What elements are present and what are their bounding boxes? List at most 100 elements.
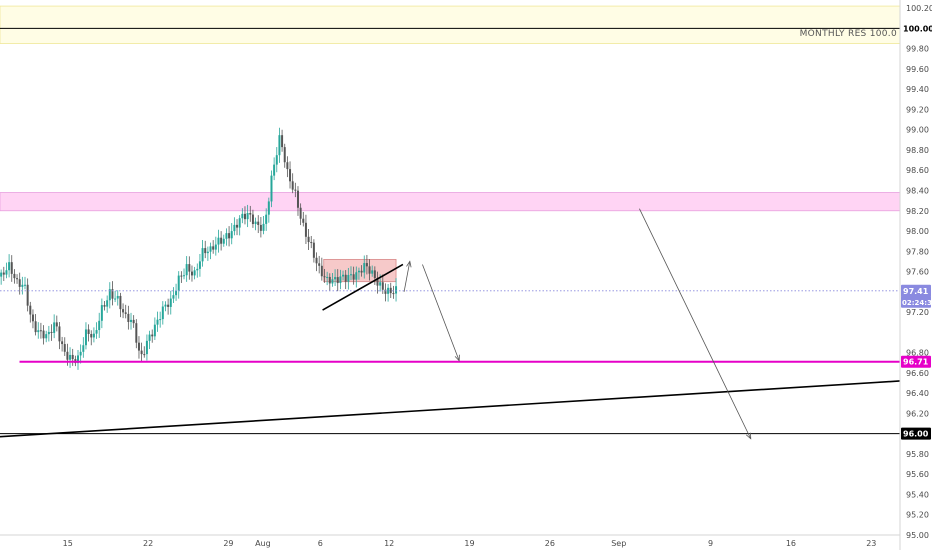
candle-down xyxy=(365,263,368,267)
candle-down xyxy=(352,274,355,280)
candle-down xyxy=(180,275,183,277)
price-tick-label: 98.00 xyxy=(906,227,929,236)
candle-up xyxy=(130,319,133,322)
price-axis[interactable]: 100.20 99.80 99.60 99.40 99.20 99.00 98.80 98.6… xyxy=(906,4,932,540)
candle-down xyxy=(143,354,146,356)
candle-up xyxy=(183,275,186,277)
time-tick-label: 23 xyxy=(866,539,876,548)
candle-down xyxy=(302,218,305,223)
candle-down xyxy=(294,189,297,191)
price-tick-label: 98.80 xyxy=(906,146,929,155)
candle-down xyxy=(220,237,223,244)
candle-up xyxy=(355,272,358,280)
candle-down xyxy=(376,278,379,286)
candle-down xyxy=(151,334,154,337)
price-tick-label: 99.80 xyxy=(906,45,929,54)
candle-down xyxy=(119,295,122,310)
arrow-down-mid xyxy=(422,264,460,361)
candle-up xyxy=(164,304,167,307)
candle-up xyxy=(69,354,72,360)
tag-100: 100.00 xyxy=(903,24,932,33)
monthly-res-annotation: MONTHLY RES 100.0 xyxy=(800,29,897,39)
candle-down xyxy=(58,326,61,342)
candle-down xyxy=(188,264,191,272)
candle-down xyxy=(42,330,45,339)
candle-down xyxy=(111,289,114,299)
candle-up xyxy=(363,263,366,273)
candle-up xyxy=(196,268,199,271)
time-axis[interactable]: 15 22 29 Aug 6 12 19 26 Sep 9 16 23 xyxy=(63,539,877,548)
candle-up xyxy=(198,261,201,269)
price-tick-label: 96.80 xyxy=(906,349,929,358)
candle-down xyxy=(283,147,286,163)
candle-up xyxy=(193,270,196,276)
time-tick-label: 26 xyxy=(545,539,555,548)
candle-down xyxy=(26,284,29,306)
time-tick-label: 22 xyxy=(143,539,153,548)
candle-down xyxy=(259,224,262,231)
candle-down xyxy=(122,309,125,313)
candle-up xyxy=(153,324,156,337)
candle-down xyxy=(381,282,384,290)
candle-down xyxy=(39,330,42,332)
tag-countdown: 02:24:36 xyxy=(902,299,932,307)
price-tick-label: 95.00 xyxy=(906,531,929,540)
candle-up xyxy=(357,270,360,273)
candle-down xyxy=(251,214,254,225)
candle-down xyxy=(18,279,21,287)
candle-up xyxy=(278,135,281,156)
candle-down xyxy=(236,224,239,228)
time-tick-label: 9 xyxy=(708,539,713,548)
candle-up xyxy=(177,275,180,291)
candle-up xyxy=(82,345,85,352)
time-tick-label: 6 xyxy=(318,539,323,548)
candle-down xyxy=(61,341,64,345)
candle-up xyxy=(156,319,159,325)
price-tick-label: 95.60 xyxy=(906,470,929,479)
candle-up xyxy=(148,334,151,341)
candle-up xyxy=(169,298,172,307)
candle-down xyxy=(204,248,207,254)
candle-down xyxy=(392,293,395,295)
candle-up xyxy=(79,351,82,356)
candle-up xyxy=(342,274,345,277)
tag-100-bg xyxy=(901,22,931,35)
candle-up xyxy=(262,223,265,231)
candle-up xyxy=(175,290,178,296)
candle-down xyxy=(10,262,13,274)
candle-up xyxy=(233,224,236,232)
time-tick-label: 29 xyxy=(223,539,233,548)
candle-up xyxy=(77,355,80,364)
candle-down xyxy=(16,278,19,280)
consolidation-box xyxy=(323,258,397,283)
candle-down xyxy=(296,190,299,208)
tag-96: 96.00 xyxy=(903,430,929,439)
candle-down xyxy=(328,276,331,284)
candle-up xyxy=(331,279,334,284)
price-tick-label: 98.60 xyxy=(906,166,929,175)
candle-up xyxy=(387,287,390,294)
candle-down xyxy=(243,213,246,220)
candle-up xyxy=(114,298,117,300)
price-tick-label: 99.00 xyxy=(906,126,929,135)
price-tick-label: 98.20 xyxy=(906,207,929,216)
candle-up xyxy=(246,212,249,220)
candle-up xyxy=(145,340,148,355)
zone-bands xyxy=(0,5,901,283)
candle-down xyxy=(190,271,193,276)
arrow-down-right xyxy=(639,208,752,439)
candle-down xyxy=(66,351,69,360)
candle-up xyxy=(172,295,175,299)
candle-up xyxy=(0,272,3,277)
candle-down xyxy=(90,333,93,338)
candle-down xyxy=(132,319,135,324)
time-tick-label: 15 xyxy=(63,539,73,548)
candle-down xyxy=(360,270,363,273)
candle-up xyxy=(349,274,352,276)
candle-down xyxy=(323,276,326,278)
arrow-up-small xyxy=(403,261,411,292)
candle-up xyxy=(326,276,329,278)
candle-down xyxy=(344,274,347,282)
candle-up xyxy=(379,282,382,286)
